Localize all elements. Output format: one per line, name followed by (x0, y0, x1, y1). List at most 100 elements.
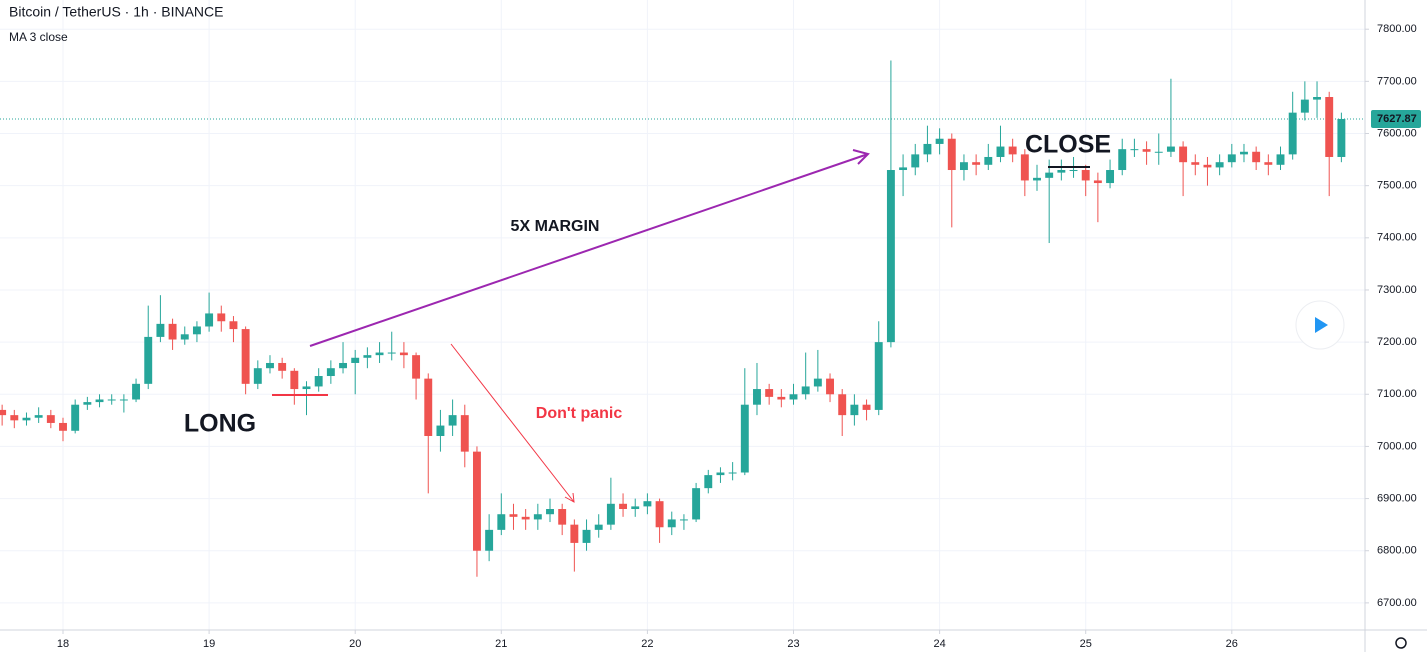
y-tick-label: 7700.00 (1377, 75, 1417, 87)
grid (0, 0, 1369, 634)
candle-body (1215, 162, 1224, 168)
candle-body (387, 352, 396, 354)
margin-arrow (309, 153, 869, 347)
current-price-box (1371, 109, 1421, 128)
y-tick-label: 7000.00 (1377, 440, 1417, 452)
candle-body (351, 357, 360, 363)
candle-body (716, 472, 725, 476)
candle-body (144, 336, 153, 384)
candle-body (789, 394, 798, 400)
candle-body (1191, 162, 1200, 165)
y-tick-label: 7200.00 (1377, 336, 1417, 348)
candle-body (1179, 146, 1188, 163)
candle-body (290, 370, 299, 390)
candle-body (0, 409, 7, 416)
y-tick-label: 6800.00 (1377, 545, 1417, 557)
indicator-label: MA 3 close (9, 30, 68, 44)
candle-body (923, 143, 932, 155)
candle-body (655, 501, 664, 528)
y-tick-label: 7300.00 (1377, 284, 1417, 296)
candle-body (838, 394, 847, 416)
candle-body (363, 355, 372, 358)
candle-body (1325, 97, 1334, 157)
candle-body (205, 313, 214, 327)
candle-body (935, 138, 944, 144)
candle-body (241, 329, 250, 384)
candle-body (533, 514, 542, 520)
candle-body (996, 146, 1005, 157)
candle-body (22, 417, 31, 421)
x-tick-label: 23 (787, 638, 799, 650)
candle-body (1081, 170, 1090, 181)
candle-body (1240, 151, 1248, 155)
candle-body (472, 451, 481, 551)
y-tick-label: 7800.00 (1377, 23, 1417, 35)
candle-body (34, 415, 43, 418)
current-price-label: 7627.87 (1377, 113, 1417, 125)
candle-body (582, 529, 591, 543)
candle-body (801, 386, 810, 395)
candle-body (886, 170, 895, 343)
candle-body (375, 352, 384, 356)
candle-body (1142, 149, 1151, 152)
candle-body (1020, 154, 1029, 181)
x-tick-label: 26 (1226, 638, 1238, 650)
candle-body (1154, 151, 1163, 153)
candle-body (704, 475, 713, 489)
y-tick-label: 7600.00 (1377, 127, 1417, 139)
panic-label: Don't panic (536, 405, 623, 422)
candle-body (1045, 172, 1054, 178)
candle-body (10, 415, 19, 421)
candle-body (753, 389, 761, 405)
candle-body (1033, 177, 1041, 181)
candle-body (412, 355, 421, 379)
candle-body (278, 362, 287, 371)
margin-label: 5X MARGIN (511, 218, 600, 235)
candle-body (339, 362, 347, 369)
candle-body (728, 472, 737, 474)
x-tick-label: 20 (349, 638, 361, 650)
candle-body (71, 404, 80, 431)
candle-body (777, 396, 786, 400)
candle-body (1276, 154, 1285, 165)
candle-body (1313, 97, 1321, 100)
candle-body (497, 514, 506, 530)
overlay: 6700.00 6800.00 6900.00 7000.00 7100.00 7200.… (57, 23, 1421, 650)
chart-title: Bitcoin / TetherUS · 1h · BINANCE (9, 4, 223, 20)
candle-body (485, 529, 494, 551)
y-tick-label: 6700.00 (1377, 597, 1417, 609)
settings-icon[interactable] (1395, 637, 1407, 649)
x-tick-label: 22 (641, 638, 653, 650)
candle-body (1057, 170, 1066, 173)
candle-body (972, 162, 981, 165)
candle-body (229, 321, 238, 330)
candle-body (911, 154, 920, 168)
candle-body (192, 326, 201, 335)
y-tick-label: 7100.00 (1377, 388, 1417, 400)
candle-body (1227, 154, 1236, 163)
candle-body (217, 313, 226, 322)
long-label: LONG (184, 410, 256, 438)
candle-body (570, 524, 579, 543)
candle-body (692, 488, 701, 520)
candle-body (850, 404, 859, 416)
candle-body (740, 404, 749, 473)
candles (0, 60, 1346, 577)
candle-body (168, 323, 177, 340)
candle-body (1130, 149, 1139, 151)
margin-arrow-head (852, 149, 870, 165)
candle-body (1300, 99, 1309, 113)
close-label: CLOSE (1025, 131, 1111, 159)
candle-body (132, 383, 141, 400)
candle-body (679, 519, 688, 521)
candle-body (1288, 112, 1297, 155)
candle-body (619, 503, 628, 510)
x-tick-label: 21 (495, 638, 507, 650)
candle-body (1069, 170, 1078, 172)
candle-body (959, 162, 968, 171)
candle-body (1252, 151, 1261, 163)
candle-body (1093, 180, 1102, 184)
candle-body (813, 378, 822, 387)
candle-body (558, 509, 567, 525)
